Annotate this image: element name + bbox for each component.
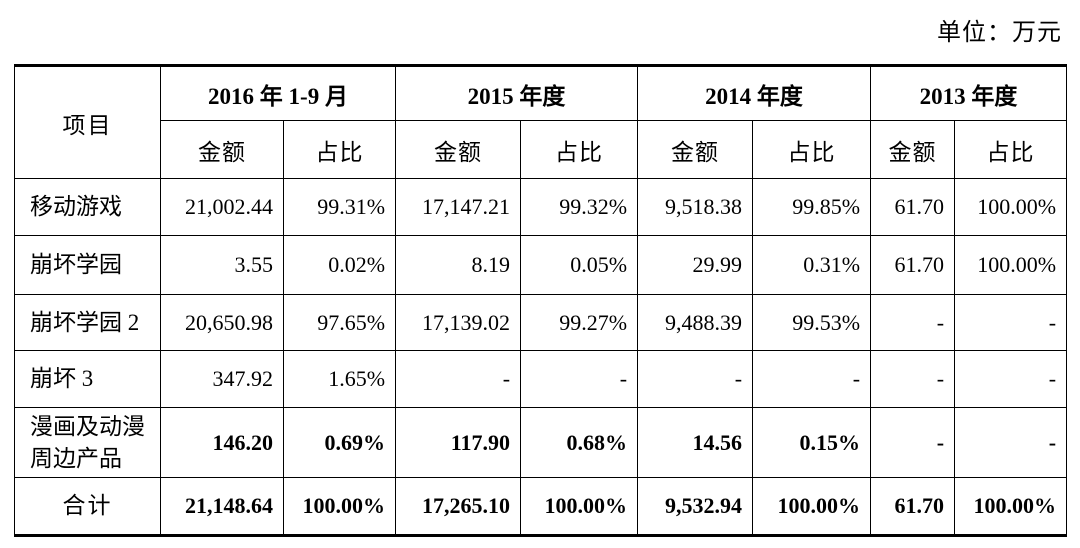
cell-ratio: - (752, 350, 872, 408)
cell-ratio: 100.00% (520, 477, 639, 536)
cell-amount: 14.56 (637, 407, 754, 478)
cell-ratio: 0.69% (282, 407, 397, 478)
column-header-ratio: 占比 (954, 120, 1068, 179)
table-row-mobile-games: 移动游戏 21,002.44 99.31% 17,147.21 99.32% 9… (14, 178, 1068, 236)
column-header-amount: 金额 (160, 120, 284, 179)
cell-ratio: - (954, 407, 1068, 478)
cell-amount: 8.19 (395, 235, 522, 295)
cell-amount: 17,139.02 (395, 294, 522, 351)
table-row-total: 合计 21,148.64 100.00% 17,265.10 100.00% 9… (14, 477, 1068, 536)
column-header-period-2015: 2015 年度 (395, 65, 639, 121)
cell-amount: 347.92 (160, 350, 284, 408)
cell-amount: 9,488.39 (637, 294, 754, 351)
cell-amount: - (637, 350, 754, 408)
table-header-row-measures: 金额 占比 金额 占比 金额 占比 金额 占比 (15, 120, 1068, 179)
column-header-ratio: 占比 (520, 120, 639, 179)
column-header-period-2013: 2013 年度 (870, 65, 1068, 121)
cell-amount: 61.70 (870, 477, 956, 536)
cell-amount: 17,147.21 (395, 178, 522, 236)
cell-ratio: 99.32% (520, 178, 639, 236)
cell-ratio: 100.00% (282, 477, 397, 536)
column-header-amount: 金额 (870, 120, 956, 179)
cell-amount: 9,518.38 (637, 178, 754, 236)
column-header-item: 项目 (14, 65, 161, 179)
cell-amount: - (870, 294, 956, 351)
cell-ratio: 0.15% (752, 407, 872, 478)
cell-amount: 146.20 (160, 407, 284, 478)
cell-ratio: 97.65% (282, 294, 397, 351)
row-label: 漫画及动漫周边产品 (14, 407, 161, 478)
cell-ratio: 100.00% (954, 235, 1068, 295)
column-header-amount: 金额 (395, 120, 522, 179)
cell-amount: 21,002.44 (160, 178, 284, 236)
table-header-row-periods: 项目 2016 年 1-9 月 2015 年度 2014 年度 2013 年度 (14, 65, 1068, 179)
cell-amount: - (870, 407, 956, 478)
cell-amount: 3.55 (160, 235, 284, 295)
cell-ratio: 100.00% (752, 477, 872, 536)
cell-ratio: 100.00% (954, 178, 1068, 236)
cell-amount: 17,265.10 (395, 477, 522, 536)
cell-ratio: 1.65% (282, 350, 397, 408)
cell-ratio: 99.27% (520, 294, 639, 351)
cell-amount: 21,148.64 (160, 477, 284, 536)
cell-ratio: 99.31% (282, 178, 397, 236)
column-header-amount: 金额 (637, 120, 754, 179)
cell-ratio: 0.02% (282, 235, 397, 295)
row-label: 崩坏学园 (14, 235, 161, 295)
table-row-houkai-gakuen-2: 崩坏学园 2 20,650.98 97.65% 17,139.02 99.27%… (14, 294, 1068, 351)
cell-amount: 9,532.94 (637, 477, 754, 536)
cell-amount: 29.99 (637, 235, 754, 295)
column-header-period-2014: 2014 年度 (637, 65, 872, 121)
cell-ratio: 100.00% (954, 477, 1068, 536)
row-label: 崩坏学园 2 (14, 294, 161, 351)
row-label: 崩坏 3 (14, 350, 161, 408)
cell-amount: 20,650.98 (160, 294, 284, 351)
row-label: 移动游戏 (14, 178, 161, 236)
cell-ratio: 0.31% (752, 235, 872, 295)
cell-amount: 61.70 (870, 235, 956, 295)
cell-ratio: - (954, 350, 1068, 408)
column-header-period-2016: 2016 年 1-9 月 (159, 65, 397, 121)
column-header-ratio: 占比 (282, 120, 397, 179)
table-row-houkai-3: 崩坏 3 347.92 1.65% - - - - - - (14, 350, 1068, 408)
cell-ratio: 0.05% (520, 235, 639, 295)
cell-amount: 61.70 (870, 178, 956, 236)
unit-label: 单位：万元 (937, 20, 1062, 46)
table-row-houkai-gakuen: 崩坏学园 3.55 0.02% 8.19 0.05% 29.99 0.31% 6… (14, 235, 1068, 295)
cell-amount: - (870, 350, 956, 408)
cell-amount: - (395, 350, 522, 408)
column-header-ratio: 占比 (752, 120, 872, 179)
row-label: 合计 (14, 477, 161, 536)
cell-ratio: - (520, 350, 639, 408)
cell-ratio: 99.53% (752, 294, 872, 351)
cell-ratio: - (954, 294, 1068, 351)
cell-ratio: 99.85% (752, 178, 872, 236)
table-row-comics-merchandise: 漫画及动漫周边产品 146.20 0.69% 117.90 0.68% 14.5… (14, 407, 1068, 478)
revenue-breakdown-table: 项目 2016 年 1-9 月 2015 年度 2014 年度 2013 年度 … (14, 64, 1068, 537)
cell-ratio: 0.68% (520, 407, 639, 478)
cell-amount: 117.90 (395, 407, 522, 478)
